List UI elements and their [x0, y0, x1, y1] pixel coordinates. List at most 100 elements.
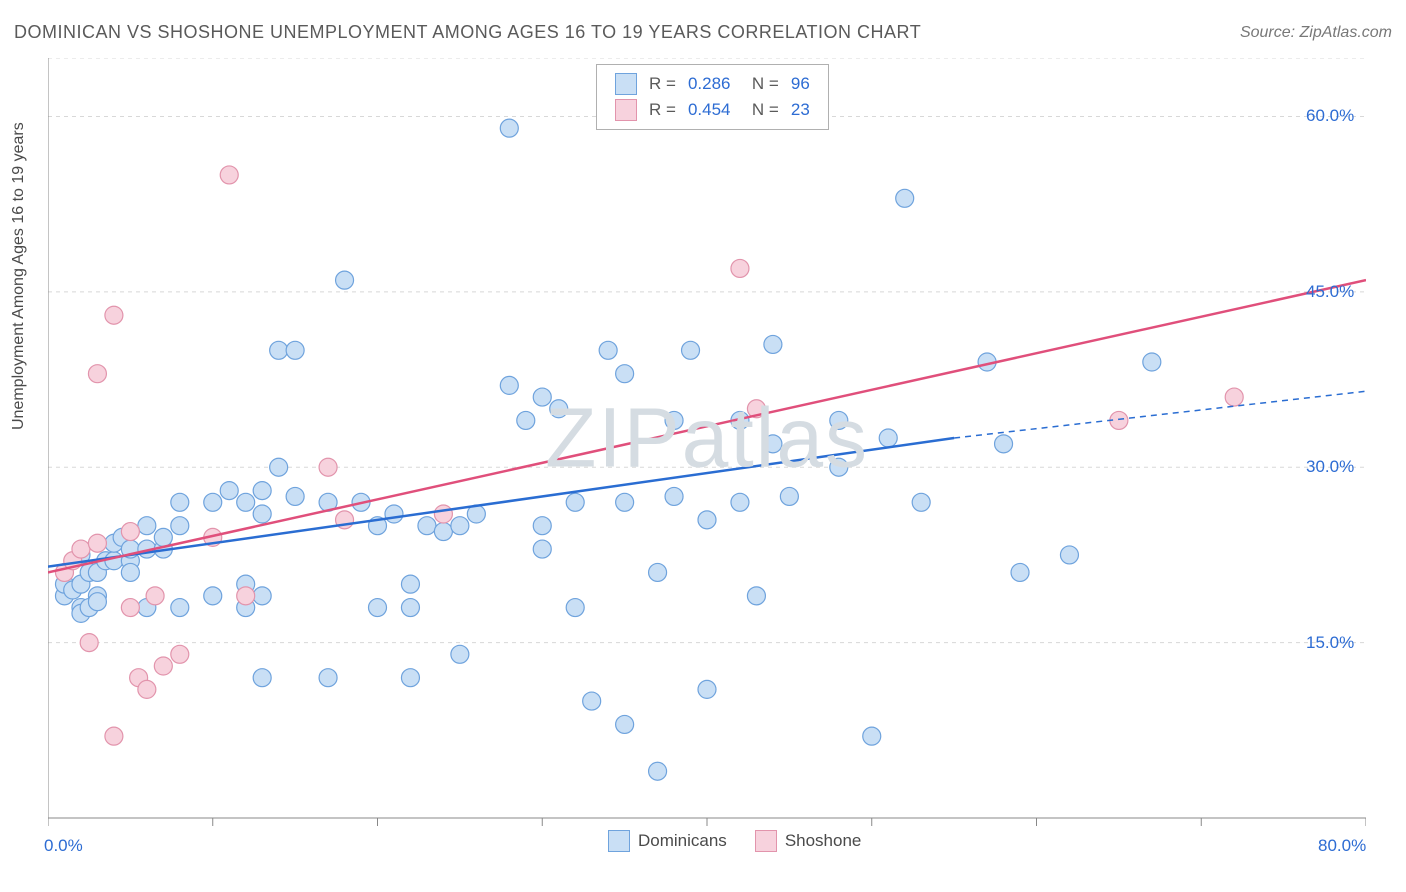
x-tick-label: 80.0%: [1318, 836, 1366, 856]
legend-series-name: Shoshone: [785, 831, 862, 851]
data-point: [253, 505, 271, 523]
legend-stats: R =0.286 N =96 R =0.454 N =23: [596, 64, 829, 130]
data-point: [780, 487, 798, 505]
data-point: [88, 593, 106, 611]
data-point: [220, 482, 238, 500]
data-point: [138, 517, 156, 535]
data-point: [434, 523, 452, 541]
y-axis-label: Unemployment Among Ages 16 to 19 years: [10, 122, 28, 430]
data-point: [253, 587, 271, 605]
data-point: [138, 680, 156, 698]
data-point: [204, 587, 222, 605]
legend-n-value: 23: [785, 97, 816, 123]
data-point: [533, 517, 551, 535]
data-point: [1143, 353, 1161, 371]
data-point: [879, 429, 897, 447]
legend-swatch: [615, 73, 637, 95]
y-tick-label: 60.0%: [1306, 106, 1354, 126]
data-point: [665, 487, 683, 505]
data-point: [171, 599, 189, 617]
legend-r-value: 0.454: [682, 97, 737, 123]
data-point: [896, 189, 914, 207]
data-point: [237, 493, 255, 511]
y-tick-label: 45.0%: [1306, 282, 1354, 302]
legend-item: Shoshone: [755, 830, 862, 852]
legend-n-label: N =: [736, 97, 784, 123]
data-point: [146, 587, 164, 605]
data-point: [830, 458, 848, 476]
data-point: [665, 411, 683, 429]
data-point: [863, 727, 881, 745]
data-point: [649, 563, 667, 581]
data-point: [319, 669, 337, 687]
data-point: [385, 505, 403, 523]
data-point: [253, 669, 271, 687]
data-point: [451, 645, 469, 663]
data-point: [1060, 546, 1078, 564]
data-point: [286, 487, 304, 505]
data-point: [698, 680, 716, 698]
data-point: [270, 458, 288, 476]
data-point: [995, 435, 1013, 453]
data-point: [401, 575, 419, 593]
data-point: [418, 517, 436, 535]
data-point: [72, 540, 90, 558]
data-point: [105, 306, 123, 324]
data-point: [764, 435, 782, 453]
data-point: [566, 599, 584, 617]
data-point: [747, 587, 765, 605]
data-point: [286, 341, 304, 359]
data-point: [401, 669, 419, 687]
chart-title: DOMINICAN VS SHOSHONE UNEMPLOYMENT AMONG…: [14, 22, 921, 43]
data-point: [1011, 563, 1029, 581]
data-point: [105, 727, 123, 745]
data-point: [649, 762, 667, 780]
data-point: [434, 505, 452, 523]
data-point: [121, 563, 139, 581]
legend-r-value: 0.286: [682, 71, 737, 97]
data-point: [105, 552, 123, 570]
data-point: [533, 388, 551, 406]
data-point: [319, 458, 337, 476]
data-point: [369, 599, 387, 617]
data-point: [583, 692, 601, 710]
legend-n-value: 96: [785, 71, 816, 97]
data-point: [500, 119, 518, 137]
data-point: [533, 540, 551, 558]
data-point: [204, 493, 222, 511]
data-point: [270, 341, 288, 359]
legend-item: Dominicans: [608, 830, 727, 852]
data-point: [171, 517, 189, 535]
scatter-chart: [48, 58, 1366, 878]
data-point: [550, 400, 568, 418]
data-point: [731, 259, 749, 277]
y-tick-label: 15.0%: [1306, 633, 1354, 653]
data-point: [912, 493, 930, 511]
x-tick-label: 0.0%: [44, 836, 83, 856]
data-point: [616, 715, 634, 733]
data-point: [88, 534, 106, 552]
data-point: [336, 271, 354, 289]
data-point: [682, 341, 700, 359]
data-point: [80, 634, 98, 652]
data-point: [171, 645, 189, 663]
data-point: [171, 493, 189, 511]
legend-series: Dominicans Shoshone: [608, 830, 861, 852]
trend-line-extrapolated: [954, 391, 1366, 438]
data-point: [154, 657, 172, 675]
data-point: [830, 411, 848, 429]
data-point: [599, 341, 617, 359]
legend-swatch: [608, 830, 630, 852]
data-point: [253, 482, 271, 500]
data-point: [698, 511, 716, 529]
legend-n-label: N =: [736, 71, 784, 97]
data-point: [451, 517, 469, 535]
data-point: [121, 523, 139, 541]
legend-series-name: Dominicans: [638, 831, 727, 851]
data-point: [401, 599, 419, 617]
data-point: [237, 587, 255, 605]
data-point: [121, 599, 139, 617]
legend-r-label: R =: [643, 97, 682, 123]
legend-r-label: R =: [643, 71, 682, 97]
data-point: [500, 376, 518, 394]
